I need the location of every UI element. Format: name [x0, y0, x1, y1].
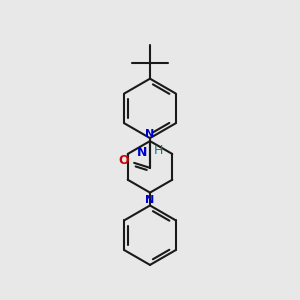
Text: H: H [154, 145, 163, 158]
Text: N: N [137, 146, 147, 160]
Text: O: O [118, 154, 129, 167]
Text: N: N [146, 195, 154, 205]
Text: N: N [146, 129, 154, 139]
